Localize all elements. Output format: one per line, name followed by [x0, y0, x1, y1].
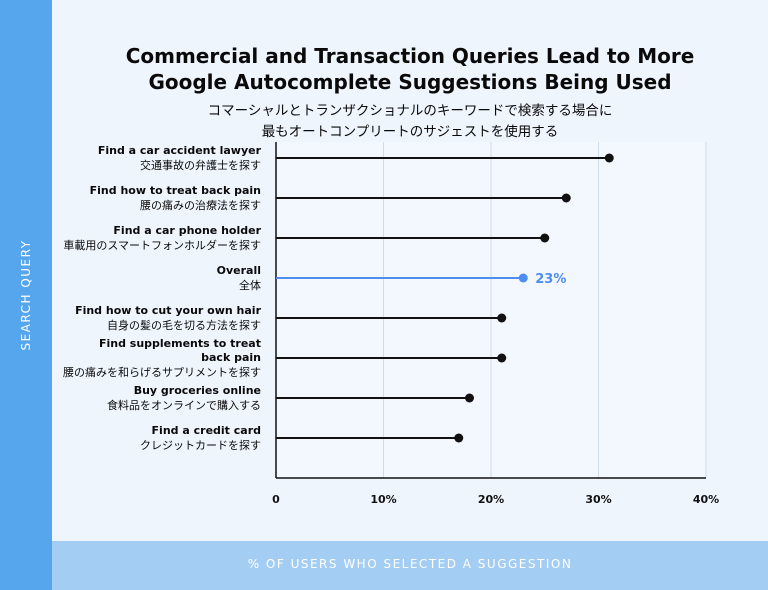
category-label-en: Find a car phone holder [113, 224, 261, 237]
category-label-en: Find supplements to treat [98, 337, 261, 350]
y-axis-band: SEARCH QUERY [0, 0, 52, 590]
category-label-ja: 自身の髪の毛を切る方法を探す [107, 319, 261, 332]
x-tick-label: 40% [693, 493, 719, 506]
category-label-ja: 腰の痛みの治療法を探す [140, 199, 261, 212]
lollipop-dot [497, 313, 507, 323]
category-label-en: Find how to cut your own hair [75, 304, 261, 317]
lollipop-dot [561, 193, 571, 203]
lollipop-dot [465, 393, 474, 403]
category-label-en: back pain [201, 351, 261, 364]
category-label-ja: 車載用のスマートフォンホルダーを探す [63, 239, 261, 252]
lollipop-dot [454, 433, 464, 443]
category-label-en: Overall [216, 264, 261, 277]
category-label-ja: 交通事故の弁護士を探す [140, 159, 261, 172]
category-label-ja: 全体 [239, 279, 261, 292]
x-tick-label: 20% [478, 493, 504, 506]
category-label-en: Find how to treat back pain [89, 184, 261, 197]
lollipop-dot [518, 273, 528, 283]
lollipop-dot [540, 233, 550, 243]
category-label-en: Find a credit card [151, 424, 261, 437]
chart-title-line-2: Google Autocomplete Suggestions Being Us… [148, 70, 672, 94]
chart-subtitle-line-1: コマーシャルとトランザクショナルのキーワードで検索する場合に [207, 103, 613, 119]
x-axis-title: % OF USERS WHO SELECTED A SUGGESTION [247, 557, 573, 571]
category-label-ja: クレジットカードを探す [140, 439, 261, 452]
category-label-ja: 食料品をオンラインで購入する [107, 399, 261, 412]
x-tick-label: 30% [585, 493, 611, 506]
category-label-ja: 腰の痛みを和らげるサプリメントを探す [63, 366, 261, 379]
category-label-en: Buy groceries online [133, 384, 261, 397]
category-label-en: Find a car accident lawyer [97, 144, 261, 157]
x-tick-label: 0 [272, 493, 280, 506]
x-tick-label: 10% [370, 493, 396, 506]
data-label: 23% [535, 272, 566, 287]
x-axis-band: % OF USERS WHO SELECTED A SUGGESTION [52, 541, 768, 590]
lollipop-dot [497, 353, 507, 363]
chart-subtitle-line-2: 最もオートコンプリートのサジェストを使用する [261, 124, 559, 140]
chart-title-line-1: Commercial and Transaction Queries Lead … [125, 44, 695, 68]
lollipop-dot [604, 153, 614, 163]
